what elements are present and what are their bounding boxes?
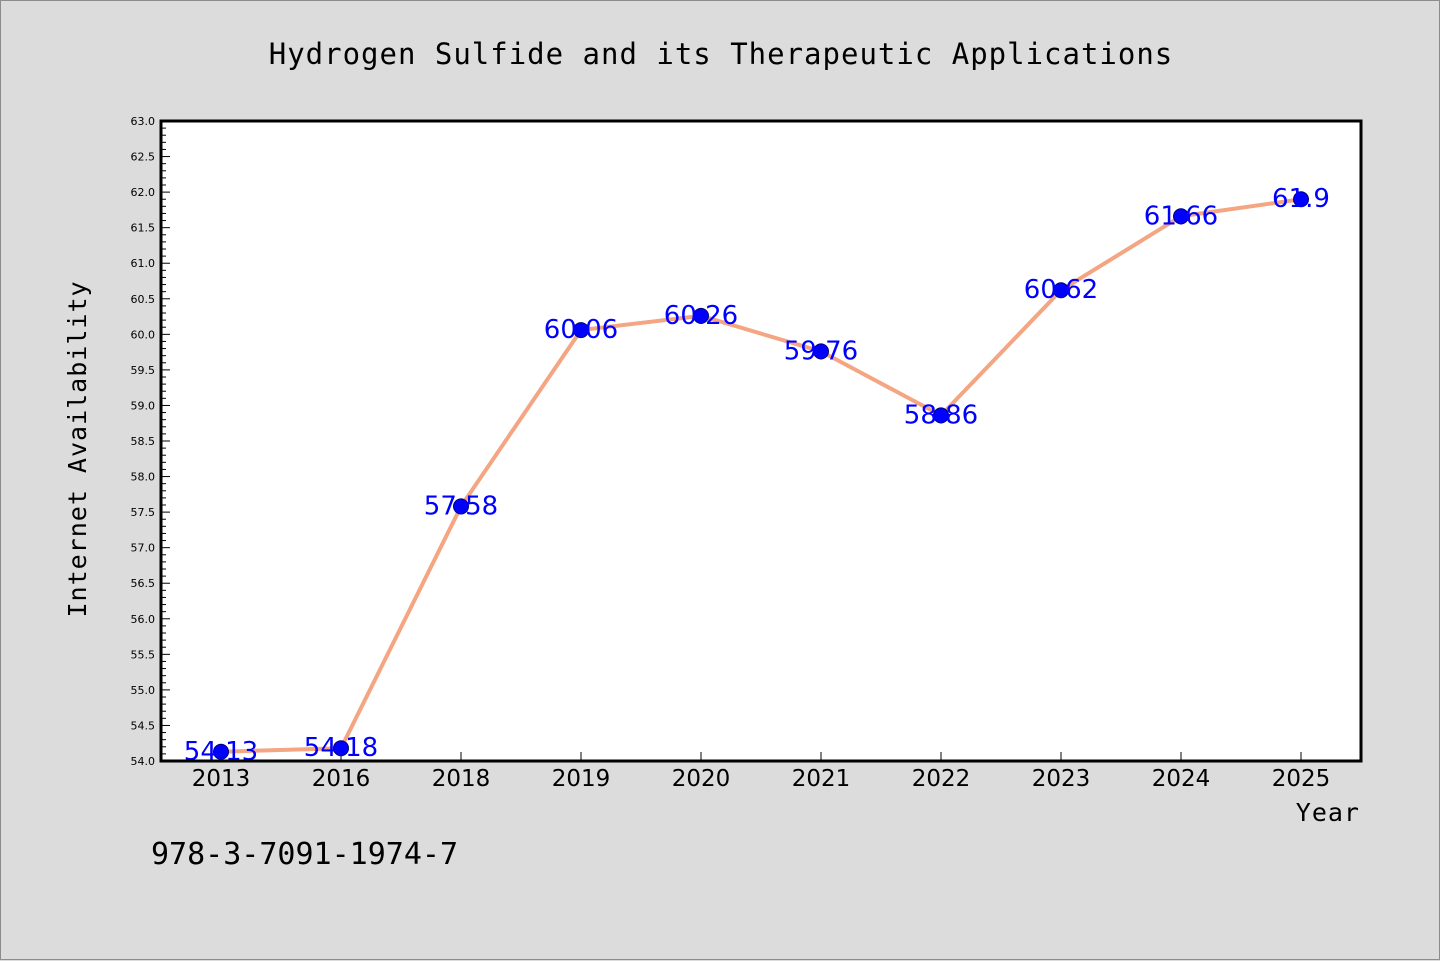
x-tick-label: 2018: [432, 766, 491, 792]
data-label: 57.58: [424, 491, 498, 521]
y-tick-label: 54.5: [131, 719, 156, 732]
x-tick-label: 2022: [912, 766, 971, 792]
y-tick-label: 57.5: [131, 506, 156, 519]
x-tick-label: 2013: [192, 766, 251, 792]
data-point: [333, 740, 349, 757]
y-tick-label: 61.0: [131, 257, 156, 270]
chart-title: Hydrogen Sulfide and its Therapeutic App…: [269, 37, 1174, 71]
data-label: 60.62: [1024, 275, 1098, 305]
x-tick-label: 2016: [312, 766, 371, 792]
y-axis-label: Internet Availability: [63, 280, 92, 617]
y-tick-label: 63.0: [131, 115, 156, 128]
data-point: [933, 407, 949, 424]
data-point: [453, 498, 469, 515]
y-tick-label: 56.5: [131, 577, 156, 590]
y-tick-label: 57.0: [131, 542, 156, 555]
series-markers: [213, 191, 1309, 760]
x-tick-label: 2024: [1152, 766, 1211, 792]
y-tick-label: 59.5: [131, 364, 156, 377]
data-label: 58.86: [904, 400, 978, 430]
data-point: [573, 322, 589, 339]
y-tick-label: 58.0: [131, 471, 156, 484]
y-tick-label: 59.0: [131, 399, 156, 412]
x-tick-label: 2020: [672, 766, 731, 792]
y-tick-label: 62.0: [131, 186, 156, 199]
y-tick-label: 55.5: [131, 648, 156, 661]
x-axis-label: Year: [1296, 798, 1360, 827]
data-label: 60.26: [664, 301, 738, 331]
data-label: 54.18: [304, 733, 378, 763]
y-tick-label: 54.0: [131, 755, 156, 768]
isbn-text: 978-3-7091-1974-7: [151, 837, 458, 872]
x-tick-label: 2019: [552, 766, 611, 792]
x-tick-label: 2021: [792, 766, 851, 792]
data-point: [213, 743, 229, 760]
x-tick-label: 2025: [1272, 766, 1331, 792]
data-label: 61.9: [1272, 184, 1330, 214]
plot-border: [159, 119, 1363, 763]
y-tick-label: 60.5: [131, 293, 156, 306]
y-tick-label: 56.0: [131, 613, 156, 626]
y-tick-label: 62.5: [131, 151, 156, 164]
series-line: [220, 197, 1302, 754]
data-point: [1053, 282, 1069, 299]
data-point: [1173, 208, 1189, 225]
y-tick-label: 55.0: [131, 684, 156, 697]
data-point: [1293, 191, 1309, 208]
data-point: [813, 343, 829, 360]
data-label: 61.66: [1144, 201, 1218, 231]
data-label: 59.76: [784, 336, 858, 366]
y-tick-label: 58.5: [131, 435, 156, 448]
data-point: [693, 307, 709, 324]
data-label: 60.06: [544, 315, 618, 345]
y-tick-label: 61.5: [131, 222, 156, 235]
y-tick-label: 60.0: [131, 328, 156, 341]
x-tick-label: 2023: [1032, 766, 1091, 792]
